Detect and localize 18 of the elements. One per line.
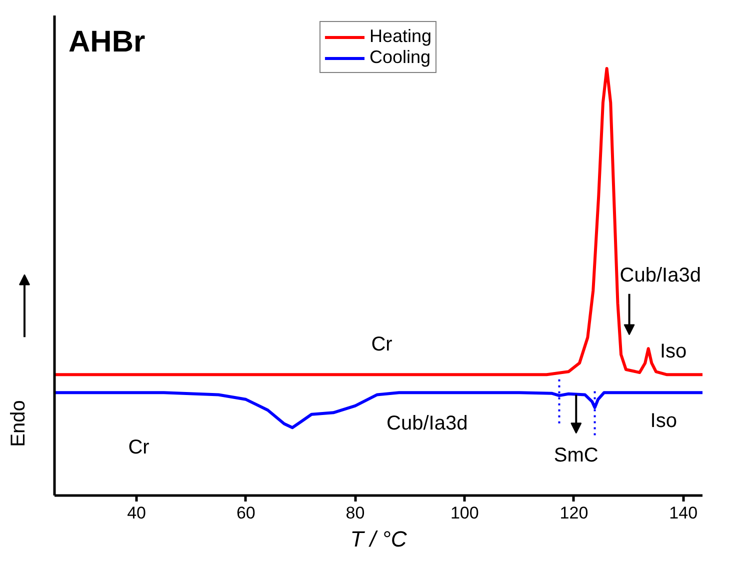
annotation: SmC — [554, 444, 598, 467]
x-axis-title: T / °C — [350, 526, 407, 552]
legend-label: Heating — [369, 26, 432, 47]
y-axis-title: Endo — [8, 400, 30, 447]
x-tick-label: 120 — [560, 504, 588, 522]
annotation: Cub/Ia3d — [386, 412, 468, 434]
chart-title: AHBr — [68, 26, 146, 58]
x-tick-label: 100 — [450, 504, 479, 522]
x-tick-label: 40 — [127, 504, 146, 522]
annotation: Iso — [650, 410, 677, 432]
x-tick-label: 80 — [346, 504, 365, 522]
annotation: Cr — [128, 436, 150, 458]
x-tick-label: 140 — [669, 504, 698, 522]
annotation: Iso — [660, 340, 687, 362]
annotation: Cr — [371, 333, 393, 356]
legend-label: Cooling — [369, 47, 431, 68]
x-tick-label: 60 — [236, 504, 256, 522]
annotation: Cub/Ia3d — [620, 264, 701, 287]
